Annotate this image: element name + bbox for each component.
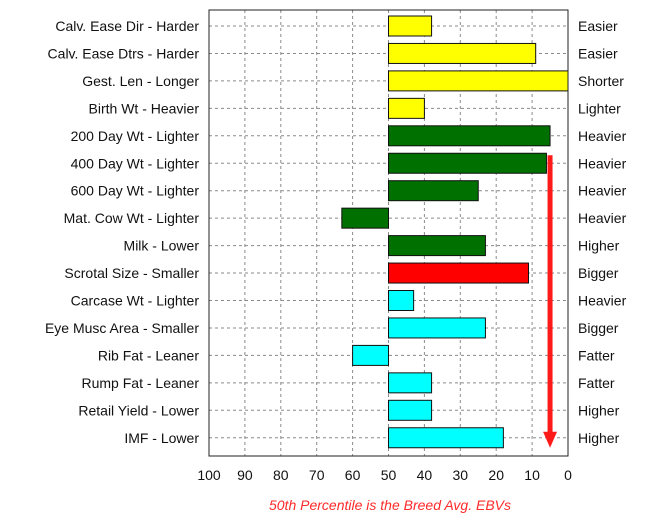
- x-axis-caption: 50th Percentile is the Breed Avg. EBVs: [269, 497, 511, 513]
- category-label: Carcase Wt - Lighter: [71, 293, 200, 309]
- direction-label: Shorter: [578, 73, 624, 89]
- category-label: Birth Wt - Heavier: [89, 100, 200, 116]
- direction-label: Higher: [578, 430, 620, 446]
- bar-16: [388, 427, 504, 449]
- direction-label: Bigger: [578, 265, 619, 281]
- trend-arrow: [543, 155, 558, 448]
- direction-label: Heavier: [578, 210, 627, 226]
- bar-9: [388, 235, 486, 257]
- x-tick-label: 80: [273, 467, 289, 483]
- category-label: Mat. Cow Wt - Lighter: [64, 210, 200, 226]
- x-tick-label: 60: [345, 467, 361, 483]
- category-label: Calv. Ease Dtrs - Harder: [48, 45, 200, 61]
- bar-3: [388, 70, 569, 92]
- x-tick-label: 100: [197, 467, 221, 483]
- x-tick-label: 90: [237, 467, 253, 483]
- x-tick-label: 40: [417, 467, 433, 483]
- direction-label: Bigger: [578, 320, 619, 336]
- category-label: 200 Day Wt - Lighter: [71, 128, 200, 144]
- bar-13: [352, 344, 390, 366]
- right-labels: Easier Easier Shorter Lighter Heavier Heavier…: [578, 18, 627, 446]
- direction-label: Heavier: [578, 293, 627, 309]
- direction-label: Lighter: [578, 100, 621, 116]
- direction-label: Easier: [578, 45, 618, 61]
- x-tick-label: 70: [309, 467, 325, 483]
- bar-8: [341, 207, 389, 229]
- bar-7: [388, 180, 479, 202]
- category-label: Eye Musc Area - Smaller: [45, 320, 199, 336]
- bar-15: [388, 399, 433, 421]
- bars-group: [341, 15, 569, 449]
- direction-label: Heavier: [578, 155, 627, 171]
- direction-label: Heavier: [578, 128, 627, 144]
- bar-14: [388, 372, 433, 394]
- category-label: Rump Fat - Leaner: [82, 375, 200, 391]
- x-tick-label: 30: [453, 467, 469, 483]
- bar-5: [388, 125, 551, 147]
- arrow-head: [543, 431, 558, 448]
- category-label: Retail Yield - Lower: [78, 402, 199, 418]
- x-tick-label: 0: [564, 467, 572, 483]
- x-tick-label: 10: [524, 467, 540, 483]
- direction-label: Higher: [578, 238, 620, 254]
- left-labels: Calv. Ease Dir - Harder Calv. Ease Dtrs -…: [45, 18, 199, 446]
- category-label: Rib Fat - Leaner: [98, 347, 199, 363]
- bar-12: [388, 317, 486, 339]
- category-label: Scrotal Size - Smaller: [64, 265, 199, 281]
- category-label: Gest. Len - Longer: [82, 73, 199, 89]
- direction-label: Fatter: [578, 375, 615, 391]
- bar-1: [388, 15, 433, 37]
- category-label: Calv. Ease Dir - Harder: [55, 18, 199, 34]
- x-axis-ticks: 100 90 80 70 60 50 40 30 20 10 0: [197, 467, 572, 483]
- x-tick-label: 50: [381, 467, 397, 483]
- bar-4: [388, 97, 425, 119]
- category-label: IMF - Lower: [124, 430, 199, 446]
- plot-frame: [208, 9, 569, 457]
- category-label: 600 Day Wt - Lighter: [71, 183, 200, 199]
- category-label: Milk - Lower: [124, 238, 200, 254]
- category-label: 400 Day Wt - Lighter: [71, 155, 200, 171]
- x-tick-label: 20: [488, 467, 504, 483]
- bar-2: [388, 42, 537, 64]
- direction-label: Fatter: [578, 347, 615, 363]
- direction-label: Heavier: [578, 183, 627, 199]
- bar-11: [388, 290, 415, 311]
- bar-10: [388, 262, 530, 284]
- bar-6: [388, 152, 547, 174]
- direction-label: Easier: [578, 18, 618, 34]
- direction-label: Higher: [578, 402, 620, 418]
